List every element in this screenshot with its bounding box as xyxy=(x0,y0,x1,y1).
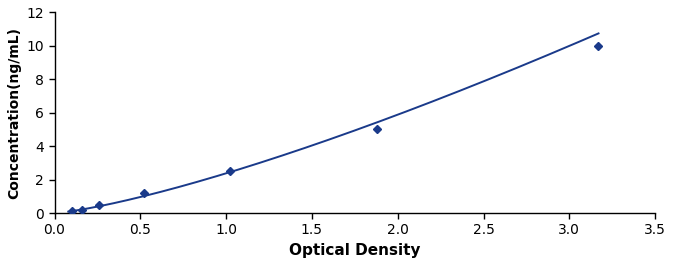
X-axis label: Optical Density: Optical Density xyxy=(289,243,421,258)
Y-axis label: Concentration(ng/mL): Concentration(ng/mL) xyxy=(7,27,21,199)
